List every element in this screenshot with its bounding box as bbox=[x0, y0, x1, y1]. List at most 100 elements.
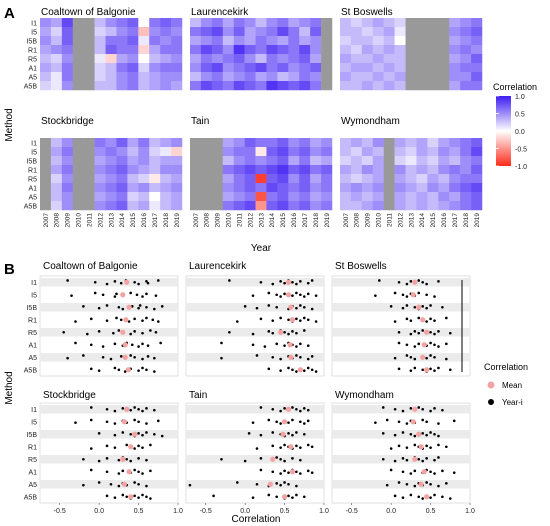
heatmap-cell bbox=[222, 201, 234, 211]
yeari-point bbox=[137, 282, 140, 286]
yeari-point bbox=[413, 366, 417, 370]
heatmap-cell-missing bbox=[321, 36, 333, 46]
heatmap-cell bbox=[277, 45, 289, 55]
yeari-point bbox=[141, 409, 144, 413]
yeari-point bbox=[97, 330, 101, 333]
heatmap-cell bbox=[190, 63, 202, 73]
yeari-point bbox=[448, 368, 452, 372]
heatmap-cell bbox=[244, 174, 256, 184]
heatmap-cell bbox=[372, 63, 384, 73]
yeari-point bbox=[389, 468, 393, 472]
heatmap-cell bbox=[149, 18, 161, 28]
heatmap-cell-missing bbox=[416, 63, 428, 73]
heatmap-cell-missing bbox=[211, 201, 224, 211]
heatmap-cell bbox=[149, 54, 161, 64]
yeari-point bbox=[279, 409, 282, 413]
heatmap-cell-missing bbox=[200, 165, 213, 175]
heatmap-cell bbox=[394, 18, 406, 28]
heatmap-cell bbox=[361, 27, 374, 37]
mean-point bbox=[285, 279, 292, 285]
yeari-point bbox=[302, 432, 306, 436]
heatmap-year-label: 2013 bbox=[108, 213, 115, 228]
heatmap-cell bbox=[94, 27, 106, 37]
yeari-point bbox=[97, 432, 101, 435]
heatmap-cell bbox=[361, 201, 374, 211]
heatmap-cell bbox=[361, 45, 374, 55]
yeari-point bbox=[429, 446, 432, 449]
heatmap-cell bbox=[116, 147, 128, 157]
yeari-point bbox=[314, 294, 318, 297]
dotplot-facet-title: St Boswells bbox=[335, 261, 387, 272]
heatmap-method-label: A1 bbox=[28, 66, 37, 73]
yeari-point bbox=[287, 432, 290, 435]
heatmap-cell-missing bbox=[405, 54, 417, 64]
dotplot-row-band bbox=[186, 353, 324, 362]
heatmap-cell bbox=[449, 183, 461, 193]
dotplot-method-label: I5B bbox=[26, 305, 37, 312]
heatmap-cell bbox=[160, 201, 172, 211]
heatmap-cell bbox=[350, 18, 363, 28]
dotplot-row-band bbox=[186, 455, 324, 464]
heatmap-cell bbox=[438, 192, 450, 202]
heatmap-cell bbox=[222, 81, 234, 91]
heatmap-cell-missing bbox=[405, 72, 417, 82]
yeari-point bbox=[433, 343, 436, 347]
yeari-point bbox=[251, 343, 255, 347]
heatmap-cell bbox=[321, 165, 333, 175]
heatmap-facet-laurencekirk: Laurencekirk bbox=[190, 7, 333, 91]
dotplot-tick-label: 1.0 bbox=[465, 508, 475, 515]
yeari-point bbox=[417, 406, 421, 409]
heatmap-cell-missing bbox=[427, 27, 439, 37]
heatmap-year-label: 2009 bbox=[65, 213, 72, 228]
heatmap-cell bbox=[255, 36, 267, 46]
yeari-point bbox=[393, 459, 397, 463]
yeari-point bbox=[429, 482, 432, 486]
yeari-point bbox=[299, 319, 302, 322]
yeari-point bbox=[275, 293, 278, 297]
heatmap-cell bbox=[310, 72, 322, 82]
heatmap-method-label: R5 bbox=[28, 57, 37, 64]
heatmap-cell bbox=[299, 54, 311, 64]
heatmap-cell-missing bbox=[72, 138, 84, 148]
heatmap-year-label: 2014 bbox=[419, 213, 426, 228]
heatmap-cell bbox=[211, 63, 224, 73]
heatmap-cell-missing bbox=[438, 27, 450, 37]
heatmap-cell bbox=[310, 81, 322, 91]
heatmap-year-label: 2019 bbox=[324, 213, 331, 228]
yeari-point bbox=[421, 432, 424, 435]
heatmap-cell bbox=[383, 36, 395, 46]
yeari-point bbox=[299, 472, 302, 475]
legend-tick-label: 0.0 bbox=[515, 129, 525, 136]
heatmap-cell-missing bbox=[72, 192, 84, 202]
heatmap-cell bbox=[105, 45, 117, 55]
yeari-point bbox=[433, 458, 436, 462]
heatmap-cell bbox=[372, 147, 384, 157]
yeari-point bbox=[291, 406, 294, 409]
heatmap-cell bbox=[471, 165, 483, 175]
dotplot-row-band bbox=[186, 328, 324, 337]
heatmap-cell bbox=[149, 27, 161, 37]
heatmap-cell-missing bbox=[83, 45, 95, 55]
heatmap-cell bbox=[361, 138, 374, 148]
heatmap-cell bbox=[211, 18, 224, 28]
dotplot-legend-title: Correlation bbox=[484, 362, 528, 372]
heatmap-cell bbox=[116, 27, 128, 37]
heatmap-cell bbox=[50, 138, 63, 148]
heatmap-facet-title: Stockbridge bbox=[41, 116, 94, 127]
heatmap-cell bbox=[222, 165, 234, 175]
heatmap-cell bbox=[340, 192, 352, 202]
heatmap-cell-missing bbox=[416, 72, 428, 82]
heatmap-cell bbox=[266, 81, 278, 91]
heatmap-cell bbox=[211, 72, 224, 82]
heatmap-cell-missing bbox=[416, 18, 428, 28]
dotplot-facet-wymondham: Wymondham -0.5 0.0 0.5 1.0 bbox=[331, 390, 475, 515]
yeari-point bbox=[109, 482, 113, 486]
heatmap-method-label: A5 bbox=[28, 75, 37, 82]
heatmap-year-label: 2014 bbox=[269, 213, 276, 228]
heatmap-cell bbox=[471, 147, 483, 157]
yeari-point bbox=[437, 434, 440, 438]
heatmap-cell bbox=[149, 72, 161, 82]
heatmap-cell-missing bbox=[72, 27, 84, 37]
heatmap-cell bbox=[460, 54, 472, 64]
heatmap-cell-missing bbox=[83, 165, 95, 175]
